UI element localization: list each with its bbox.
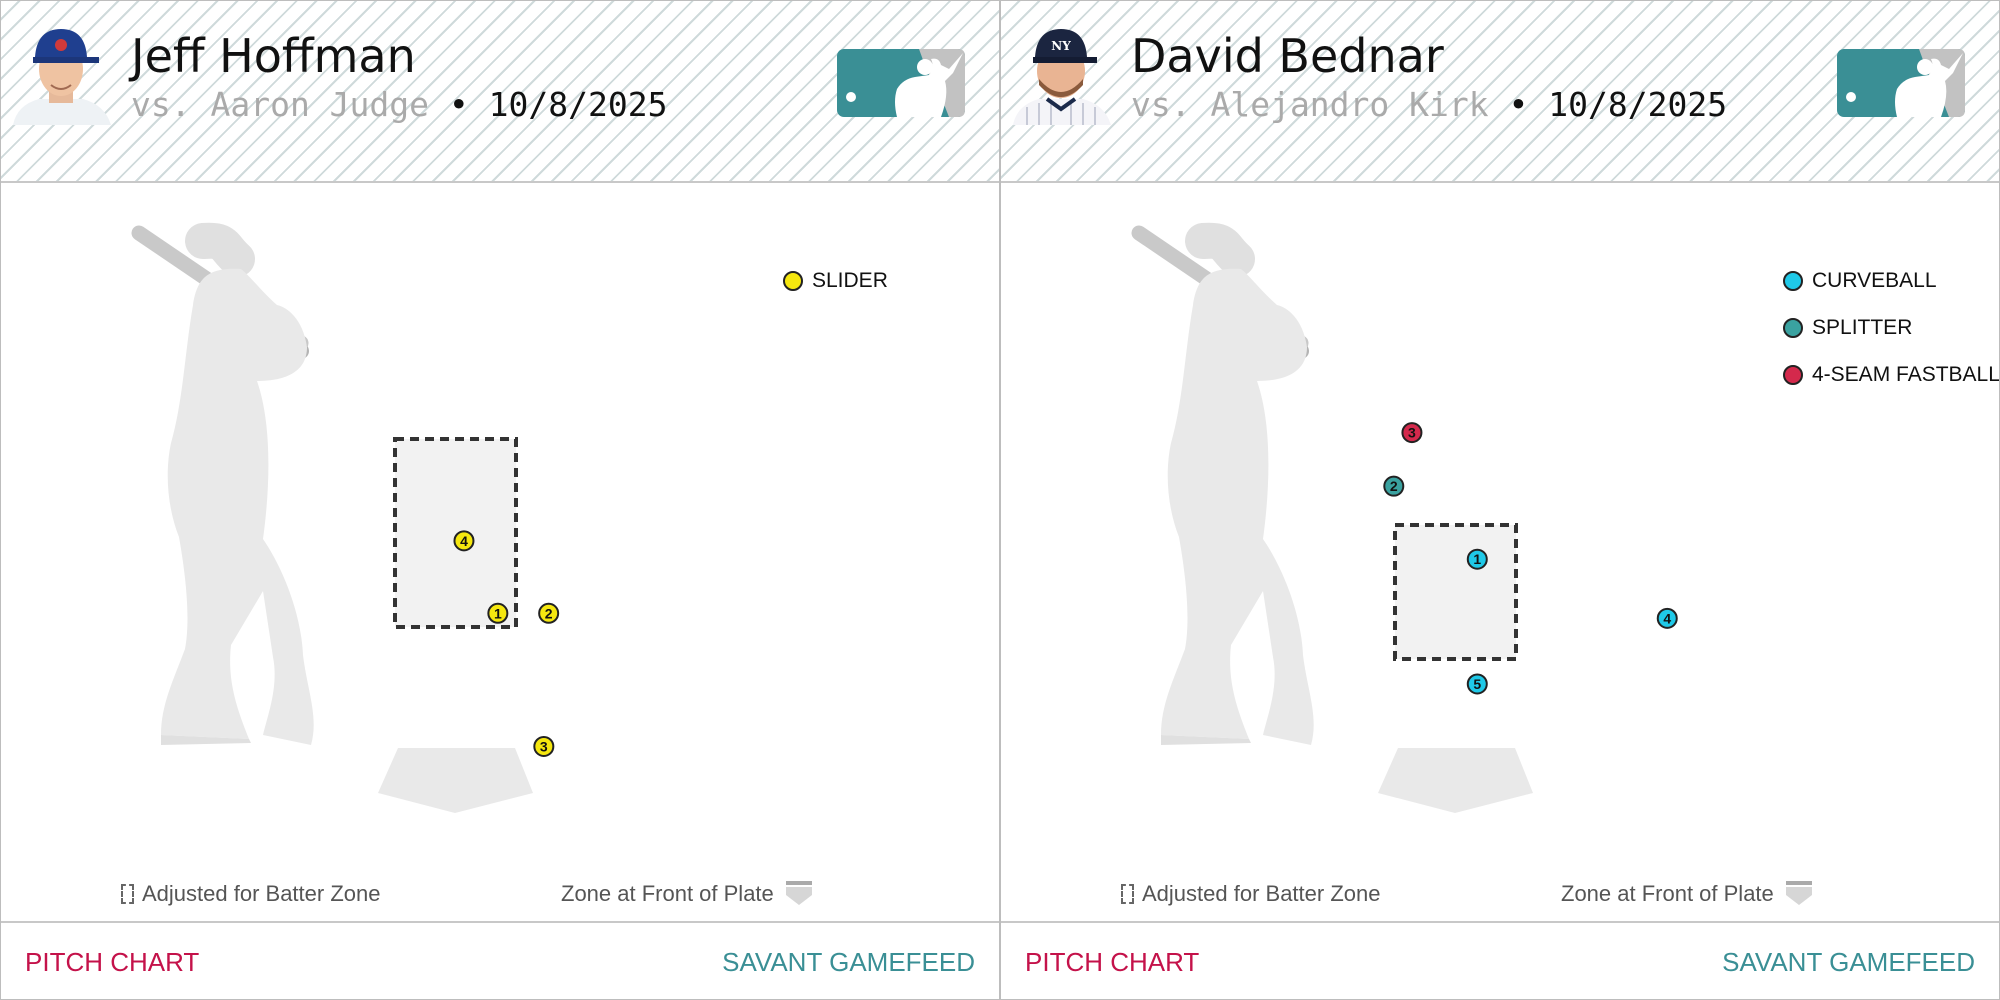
- strike-zone: [1393, 523, 1518, 661]
- pitch-plot-svg: 1 2 3 4 5: [1131, 222, 1678, 813]
- legend-swatch: [783, 270, 803, 291]
- caption-front: Zone at Front of Plate: [561, 881, 812, 907]
- plate-front-icon: [785, 881, 812, 905]
- pitch-marker[interactable]: 1: [487, 602, 509, 624]
- home-plate-icon: [1378, 748, 1533, 813]
- panel-header: Jeff Hoffman vs. Aaron Judge • 10/8/2025: [1, 1, 999, 183]
- legend-swatch: [1783, 364, 1803, 385]
- svg-text:NY: NY: [1051, 39, 1071, 53]
- legend-swatch: [1783, 270, 1803, 291]
- savant-gamefeed-link[interactable]: SAVANT GAMEFEED: [1722, 947, 1975, 977]
- panel-footer: PITCH CHART SAVANT GAMEFEED: [1, 921, 999, 999]
- home-plate-icon: [378, 748, 533, 813]
- legend-label: SLIDER: [812, 268, 888, 292]
- caption-adjusted: Adjusted for Batter Zone: [1121, 881, 1380, 907]
- pitcher-avatar: NY: [1007, 23, 1115, 125]
- pitch-panel-bednar: NY David Bednar vs. Alejandro Kirk • 10/…: [1000, 0, 2000, 1000]
- pitch-plot-svg: 1 2 3 4: [131, 222, 560, 813]
- panel-footer: PITCH CHART SAVANT GAMEFEED: [1001, 921, 1999, 999]
- pitcher-name: David Bednar: [1131, 29, 1444, 83]
- legend-item: 4-SEAM FASTBALL: [1783, 351, 2000, 398]
- dashed-box-icon: [121, 884, 134, 904]
- plate-front-icon: [1785, 881, 1812, 905]
- pitch-number: 3: [540, 738, 548, 754]
- pitcher-name: Jeff Hoffman: [131, 29, 416, 83]
- pitcher-headshot-icon: NY: [1013, 29, 1111, 125]
- strike-zone: [393, 437, 518, 629]
- pitch-markers: 1 2 3 4 5: [1383, 422, 1678, 695]
- pitch-dot: [538, 602, 560, 624]
- pitch-panel-hoffman: Jeff Hoffman vs. Aaron Judge • 10/8/2025: [0, 0, 1000, 1000]
- pitch-number: 3: [1408, 425, 1416, 441]
- pitch-number: 1: [494, 605, 502, 621]
- pitch-number: 2: [545, 605, 553, 621]
- separator: •: [1508, 85, 1529, 124]
- pitch-marker[interactable]: 3: [533, 735, 555, 757]
- legend-label: SPLITTER: [1812, 315, 1913, 339]
- batter-label: vs. Alejandro Kirk: [1131, 85, 1489, 124]
- legend-label: CURVEBALL: [1812, 268, 1937, 292]
- pitch-marker[interactable]: 1: [1466, 548, 1488, 570]
- pitch-chart-link[interactable]: PITCH CHART: [1025, 947, 1200, 977]
- pitch-plot: 1 2 3 4 5 CURVEBALL SPLITTER 4-SEAM FASTBALL A…: [1001, 181, 1999, 921]
- pitch-marker[interactable]: 2: [1383, 475, 1405, 497]
- pitch-number: 5: [1473, 676, 1481, 692]
- strike-zone-fill: [395, 439, 516, 627]
- legend-item: SPLITTER: [1783, 304, 1999, 351]
- panel-header: NY David Bednar vs. Alejandro Kirk • 10/…: [1001, 1, 1999, 183]
- legend-item: CURVEBALL: [1783, 257, 1999, 304]
- pitch-dot: [533, 735, 555, 757]
- pitch-plot: 1 2 3 4 SLIDER Adjusted for Batter Zone Zon…: [1, 181, 999, 921]
- legend: SLIDER: [783, 257, 888, 304]
- savant-gamefeed-link[interactable]: SAVANT GAMEFEED: [722, 947, 975, 977]
- pitch-marker[interactable]: 2: [538, 602, 560, 624]
- pitch-chart-link[interactable]: PITCH CHART: [25, 947, 200, 977]
- pitch-marker[interactable]: 4: [1656, 607, 1678, 629]
- pitch-number: 1: [1473, 551, 1481, 567]
- matchup-line: vs. Aaron Judge • 10/8/2025: [131, 85, 667, 124]
- matchup-line: vs. Alejandro Kirk • 10/8/2025: [1131, 85, 1727, 124]
- pitch-dot: [487, 602, 509, 624]
- caption-front-text: Zone at Front of Plate: [1561, 881, 1774, 906]
- game-date: 10/8/2025: [488, 85, 668, 124]
- pitch-number: 4: [1663, 610, 1671, 626]
- mlb-logo-icon: [837, 49, 965, 117]
- caption-adjusted: Adjusted for Batter Zone: [121, 881, 380, 907]
- pitch-marker[interactable]: 4: [453, 530, 475, 552]
- pitcher-headshot-icon: [13, 29, 111, 125]
- pitch-dot: [1466, 548, 1488, 570]
- dashed-box-icon: [1121, 884, 1134, 904]
- batter-label: vs. Aaron Judge: [131, 85, 430, 124]
- pitch-dot: [1401, 422, 1423, 444]
- legend-label: 4-SEAM FASTBALL: [1812, 362, 2000, 386]
- pitch-number: 4: [460, 533, 468, 549]
- separator: •: [448, 85, 469, 124]
- caption-front: Zone at Front of Plate: [1561, 881, 1812, 907]
- pitch-dot: [1383, 475, 1405, 497]
- pitch-dot: [1466, 673, 1488, 695]
- pitch-marker[interactable]: 5: [1466, 673, 1488, 695]
- caption-adjusted-text: Adjusted for Batter Zone: [142, 881, 381, 906]
- caption-front-text: Zone at Front of Plate: [561, 881, 774, 906]
- batter-silhouette-icon: [1131, 222, 1314, 745]
- pitch-dot: [1656, 607, 1678, 629]
- batter-silhouette-icon: [131, 222, 314, 745]
- pitcher-avatar: [7, 23, 115, 125]
- mlb-logo-icon: [1837, 49, 1965, 117]
- strike-zone-fill: [1395, 525, 1516, 659]
- caption-adjusted-text: Adjusted for Batter Zone: [1142, 881, 1381, 906]
- pitch-markers: 1 2 3 4: [453, 530, 560, 757]
- pitch-dot: [453, 530, 475, 552]
- pitch-number: 2: [1390, 478, 1398, 494]
- pitch-marker[interactable]: 3: [1401, 422, 1423, 444]
- legend-item: SLIDER: [783, 257, 888, 304]
- legend: CURVEBALL SPLITTER 4-SEAM FASTBALL: [1783, 257, 2000, 398]
- legend-swatch: [1783, 317, 1803, 338]
- game-date: 10/8/2025: [1548, 85, 1728, 124]
